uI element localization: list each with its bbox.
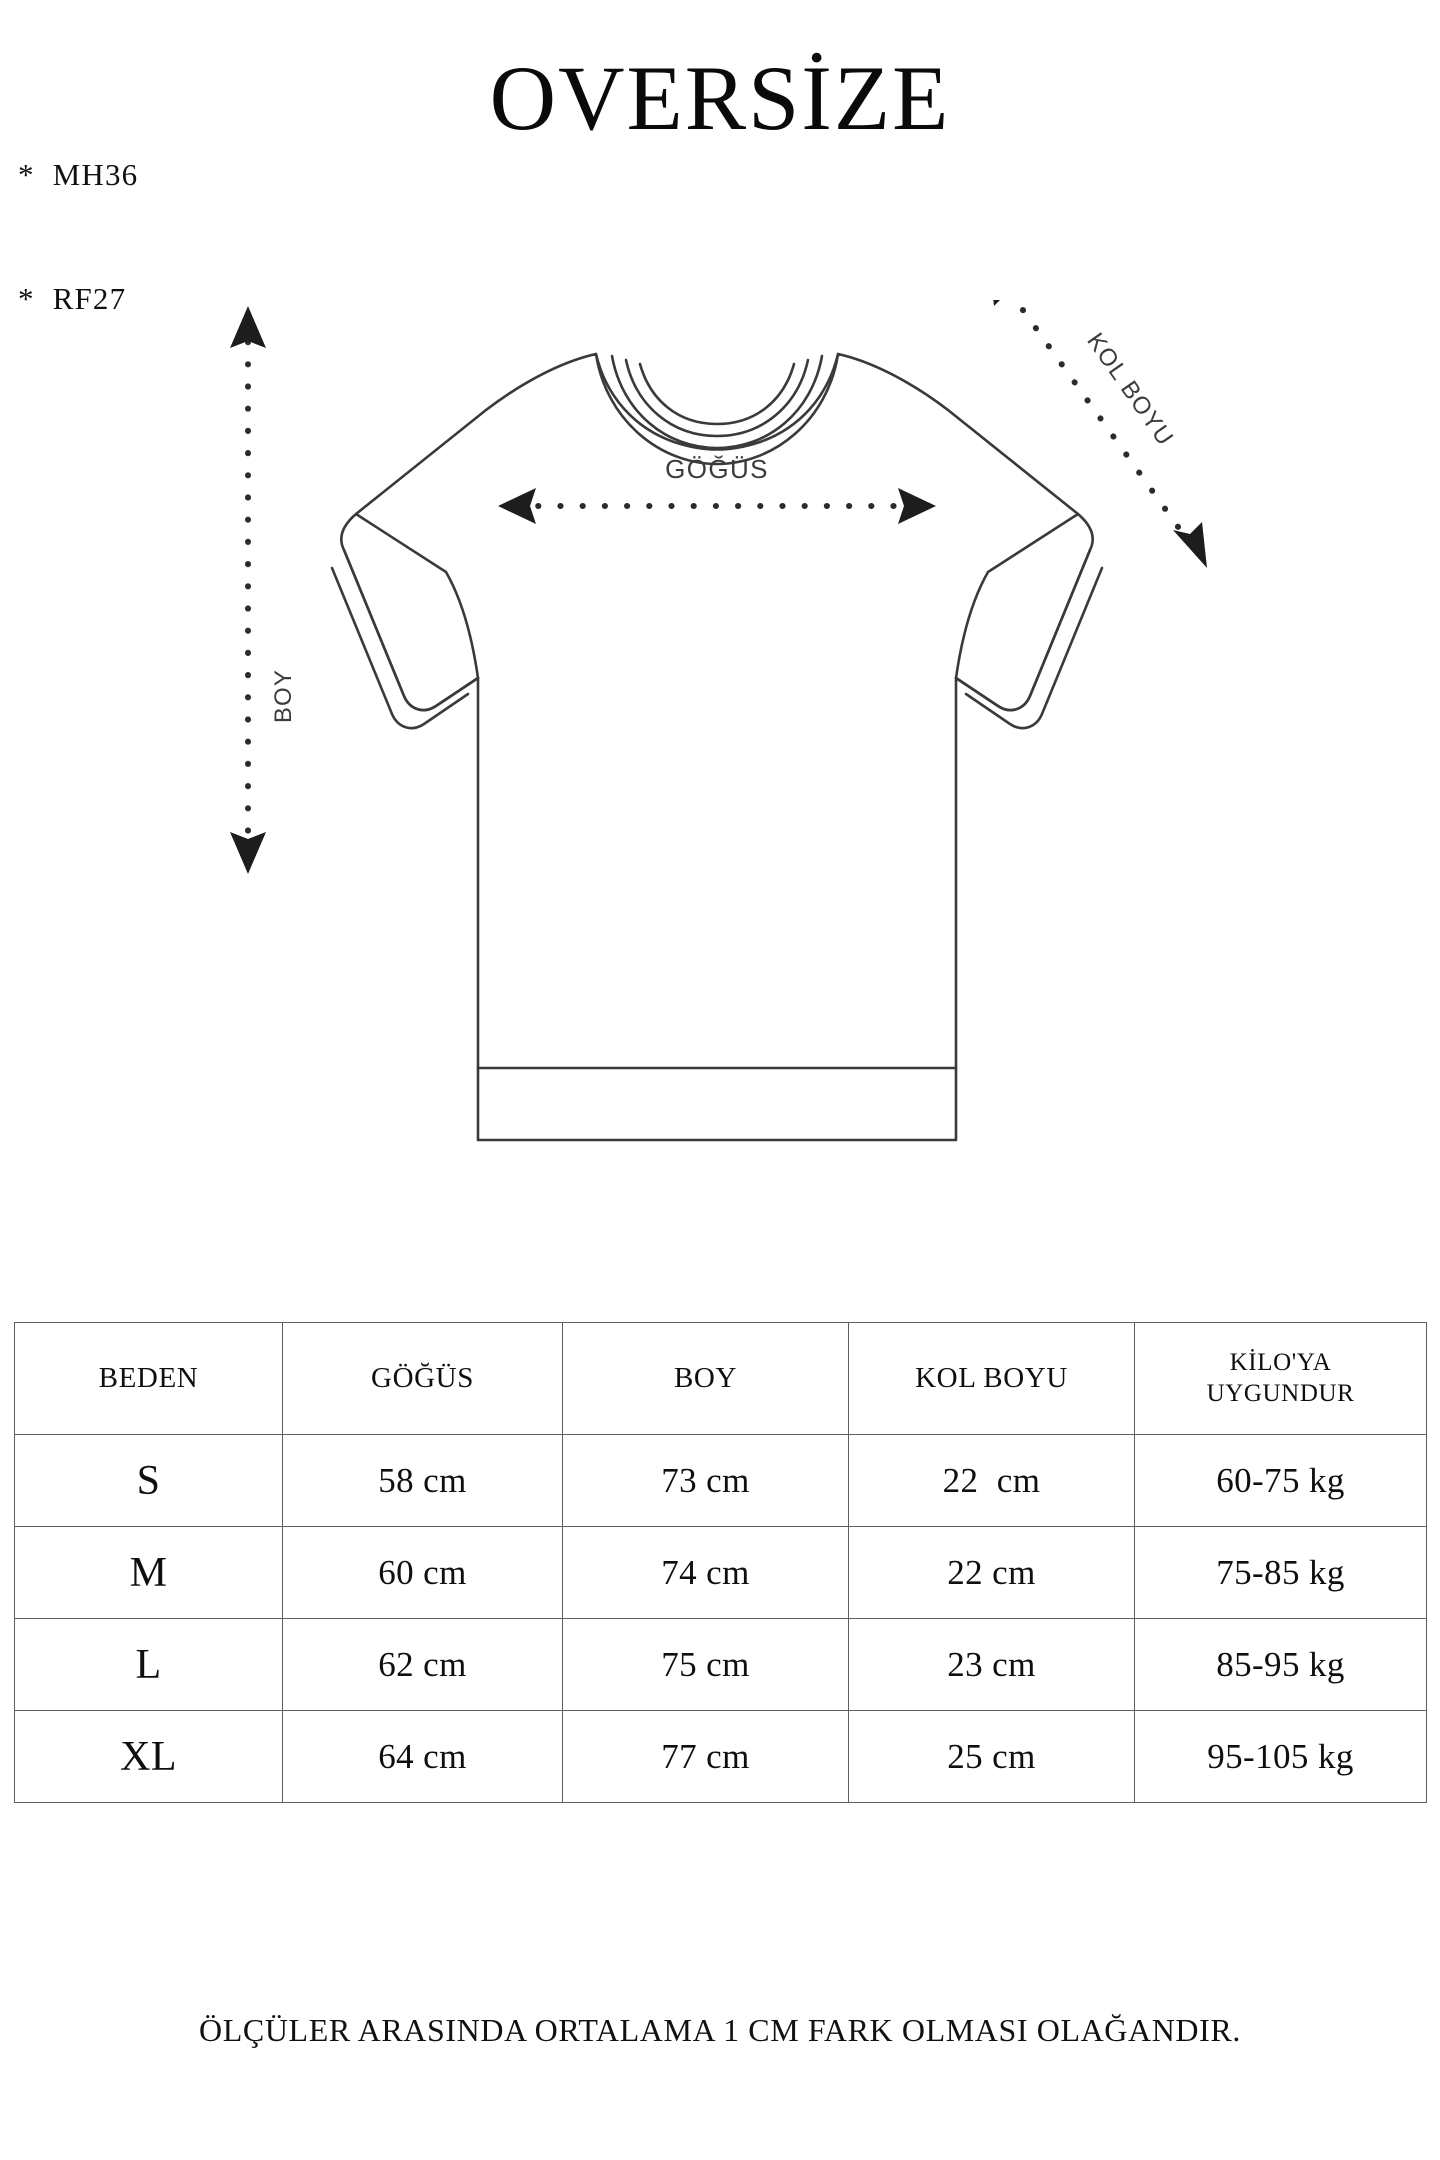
right-sleeve-cuff xyxy=(954,548,1092,712)
neckline-rib-1 xyxy=(610,354,824,450)
cell-size: XL xyxy=(14,1710,283,1803)
neckline-outer xyxy=(594,352,840,466)
column-header-boy: BOY xyxy=(562,1322,849,1435)
chest-arrow-right xyxy=(898,488,936,524)
right-sleeve-cuff-inner xyxy=(964,566,1104,730)
chest-measure xyxy=(498,488,936,524)
column-header-kilo-uygundur: KİLO'YA UYGUNDUR xyxy=(1134,1322,1427,1435)
length-arrow-up xyxy=(230,306,266,348)
cell-weight: 95-105 kg xyxy=(1134,1710,1427,1803)
cell-weight: 75-85 kg xyxy=(1134,1526,1427,1619)
cell-chest: 58 cm xyxy=(282,1434,563,1527)
cell-length: 75 cm xyxy=(562,1618,849,1711)
page-title: OVERSİZE xyxy=(489,47,951,149)
cell-weight: 85-95 kg xyxy=(1134,1618,1427,1711)
table-row: M 60 cm 74 cm 22 cm 75-85 kg xyxy=(14,1526,1427,1619)
tshirt-diagram: GÖĞÜS BOY KOL BOYU xyxy=(0,300,1440,1260)
left-sleeve-cuff-inner xyxy=(330,566,470,730)
tshirt-outline xyxy=(340,352,1094,1142)
kilo-label-line1: KİLO'YA xyxy=(1229,1349,1332,1376)
sleeve-arrow-down xyxy=(1173,522,1207,568)
sleeve-arrow-up xyxy=(993,300,1000,306)
cell-chest: 62 cm xyxy=(282,1618,563,1711)
left-shoulder-line xyxy=(484,352,598,412)
product-code-1: * MH36 xyxy=(18,157,139,193)
size-table-container: BEDEN GÖĞÜS BOY KOL BOYU KİLO'YA UYGUNDU… xyxy=(14,1322,1427,1803)
sleeve-label: KOL BOYU xyxy=(1081,328,1178,451)
measurement-note: ÖLÇÜLER ARASINDA ORTALAMA 1 CM FARK OLMA… xyxy=(199,2012,1241,2048)
cell-sleeve: 25 cm xyxy=(848,1710,1135,1803)
cell-length: 74 cm xyxy=(562,1526,849,1619)
length-label: BOY xyxy=(270,669,297,723)
cell-size: L xyxy=(14,1618,283,1711)
cell-sleeve: 22 cm xyxy=(848,1526,1135,1619)
table-row: S 58 cm 73 cm 22 cm 60-75 kg xyxy=(14,1434,1427,1527)
chest-arrow-left xyxy=(498,488,536,524)
length-measure xyxy=(230,306,266,874)
left-sleeve-cuff xyxy=(342,548,480,712)
product-codes: * MH36 * RF27 xyxy=(18,72,138,402)
right-armhole-seam xyxy=(954,512,1080,680)
table-header-row: BEDEN GÖĞÜS BOY KOL BOYU KİLO'YA UYGUNDU… xyxy=(14,1322,1427,1435)
column-header-kol-boyu: KOL BOYU xyxy=(848,1322,1135,1435)
cell-weight: 60-75 kg xyxy=(1134,1434,1427,1527)
length-arrow-down xyxy=(230,832,266,874)
chest-label: GÖĞÜS xyxy=(665,454,769,484)
column-header-gogus: GÖĞÜS xyxy=(282,1322,563,1435)
neckline-rib-2 xyxy=(624,358,810,438)
column-header-beden: BEDEN xyxy=(14,1322,283,1435)
product-code-2: * RF27 xyxy=(18,281,127,317)
cell-sleeve: 22 cm xyxy=(848,1434,1135,1527)
table-row: L 62 cm 75 cm 23 cm 85-95 kg xyxy=(14,1618,1427,1711)
table-row: XL 64 cm 77 cm 25 cm 95-105 kg xyxy=(14,1710,1427,1803)
right-shoulder-line xyxy=(836,352,950,412)
cell-length: 73 cm xyxy=(562,1434,849,1527)
cell-chest: 64 cm xyxy=(282,1710,563,1803)
size-table: BEDEN GÖĞÜS BOY KOL BOYU KİLO'YA UYGUNDU… xyxy=(14,1322,1427,1803)
cell-chest: 60 cm xyxy=(282,1526,563,1619)
neckline-rib-3 xyxy=(638,362,796,426)
kilo-label-line2: UYGUNDUR xyxy=(1206,1379,1355,1407)
sleeve-measure xyxy=(993,300,1207,568)
cell-length: 77 cm xyxy=(562,1710,849,1803)
cell-size: M xyxy=(14,1526,283,1619)
cell-sleeve: 23 cm xyxy=(848,1618,1135,1711)
left-armhole-seam xyxy=(354,512,480,680)
cell-size: S xyxy=(14,1434,283,1527)
